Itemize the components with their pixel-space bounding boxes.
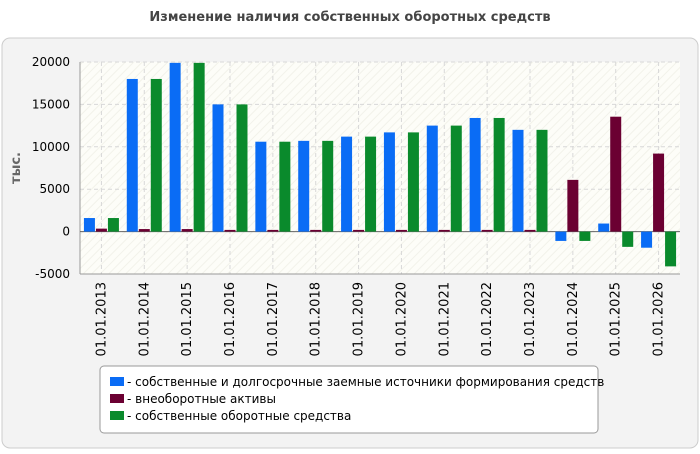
bar xyxy=(353,229,365,232)
x-tick-label: 01.01.2019 xyxy=(352,282,367,356)
y-tick-label: 5000 xyxy=(39,182,70,196)
bar xyxy=(212,104,224,232)
bar xyxy=(481,229,493,232)
y-tick-label: 15000 xyxy=(32,97,70,111)
bar xyxy=(193,62,205,232)
bar xyxy=(641,231,653,248)
bar xyxy=(598,223,610,232)
x-tick-label: 01.01.2026 xyxy=(652,282,667,356)
bar xyxy=(181,229,193,232)
legend-swatch xyxy=(110,394,124,403)
legend-label: - внеоборотные активы xyxy=(127,392,276,406)
y-tick-label: 10000 xyxy=(32,140,70,154)
bar xyxy=(622,231,634,247)
x-tick-label: 01.01.2025 xyxy=(609,282,624,356)
bar xyxy=(512,129,524,232)
bar xyxy=(555,231,567,241)
bar xyxy=(610,116,622,232)
bar xyxy=(169,62,181,232)
bar xyxy=(536,129,548,232)
bar xyxy=(255,141,267,232)
bar xyxy=(224,229,236,232)
legend-swatch xyxy=(110,377,124,386)
bar xyxy=(469,117,481,232)
bar xyxy=(493,117,505,232)
bar xyxy=(322,140,334,232)
bar xyxy=(150,78,162,232)
bar xyxy=(267,229,279,232)
bar xyxy=(579,231,591,241)
x-tick-label: 01.01.2020 xyxy=(394,282,409,356)
legend-swatch xyxy=(110,411,124,420)
legend xyxy=(99,365,599,434)
x-tick-label: 01.01.2013 xyxy=(94,282,109,356)
bar xyxy=(450,125,462,232)
bar xyxy=(426,125,438,232)
x-tick-label: 01.01.2015 xyxy=(180,282,195,356)
y-tick-label: 20000 xyxy=(32,55,70,69)
bar xyxy=(279,141,291,232)
bar xyxy=(310,229,322,232)
bar xyxy=(383,132,395,232)
bar xyxy=(341,136,353,232)
chart-title: Изменение наличия собственных оборотных … xyxy=(149,10,550,25)
x-tick-label: 01.01.2022 xyxy=(480,282,495,356)
x-tick-label: 01.01.2014 xyxy=(137,282,152,356)
bar xyxy=(524,229,536,232)
bar xyxy=(438,229,450,232)
bar xyxy=(298,140,310,232)
bar xyxy=(365,136,377,232)
bar xyxy=(653,153,665,232)
bar xyxy=(407,132,419,232)
bar xyxy=(138,229,150,232)
bar xyxy=(95,228,107,232)
x-tick-label: 01.01.2018 xyxy=(309,282,324,356)
y-axis-label: тыс. xyxy=(9,152,24,184)
bar xyxy=(567,179,579,232)
legend-label: - собственные оборотные средства xyxy=(127,409,351,423)
x-tick-label: 01.01.2024 xyxy=(566,282,581,356)
x-tick-label: 01.01.2021 xyxy=(437,282,452,356)
x-tick-label: 01.01.2023 xyxy=(523,282,538,356)
y-tick-label: 0 xyxy=(62,225,70,239)
x-tick-label: 01.01.2016 xyxy=(223,282,238,356)
bar xyxy=(107,218,119,232)
bar xyxy=(665,231,677,267)
bar xyxy=(126,78,138,232)
y-tick-label: -5000 xyxy=(35,267,70,281)
legend-label: - собственные и долгосрочные заемные ист… xyxy=(127,375,604,389)
bar xyxy=(395,229,407,232)
x-tick-label: 01.01.2017 xyxy=(266,282,281,356)
bar xyxy=(236,104,248,232)
bar xyxy=(83,218,95,232)
